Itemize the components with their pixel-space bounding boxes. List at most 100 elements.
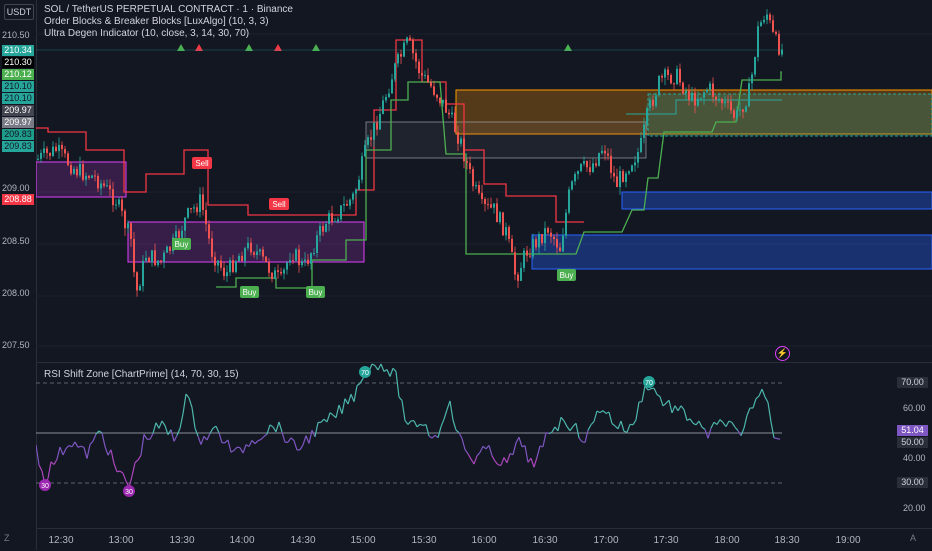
rsi-segment: [696, 421, 699, 425]
rsi-segment: [330, 413, 333, 415]
rsi-segment: [372, 364, 375, 366]
rsi-segment: [759, 389, 762, 396]
rsi-segment: [111, 450, 114, 464]
candle-body: [481, 193, 483, 199]
lightning-icon[interactable]: ⚡: [775, 346, 790, 361]
candle-body: [757, 26, 759, 57]
rsi-segment: [198, 436, 201, 444]
candle-body: [187, 208, 189, 218]
rsi-marker-30: 30: [123, 485, 135, 497]
candle-body: [112, 189, 114, 205]
rsi-segment: [552, 427, 555, 432]
candle-body: [712, 84, 714, 97]
auto-scale-button[interactable]: A: [910, 533, 916, 543]
candle-body: [553, 237, 555, 239]
rsi-segment: [720, 420, 723, 423]
candle-body: [46, 148, 48, 152]
chart-legend[interactable]: SOL / TetherUS PERPETUAL CONTRACT · 1 · …: [44, 4, 293, 40]
rsi-segment: [570, 426, 573, 430]
indicator-order-blocks[interactable]: Order Blocks & Breaker Blocks [LuxAlgo] …: [44, 16, 293, 28]
candle-body: [538, 234, 540, 247]
candle-body: [205, 210, 207, 224]
buy-label[interactable]: Buy: [240, 286, 259, 298]
candle-body: [97, 176, 99, 188]
rsi-segment: [219, 433, 222, 443]
candle-body: [418, 62, 420, 73]
candle-body: [235, 261, 237, 272]
candle-body: [139, 286, 141, 290]
candle-body: [391, 79, 393, 93]
candle-body: [643, 124, 645, 138]
rsi-segment: [489, 445, 492, 455]
rsi-pane[interactable]: 30 30 70 70: [36, 364, 782, 497]
candle-body: [223, 268, 225, 277]
candle-body: [142, 261, 144, 286]
rsi-segment: [96, 431, 99, 434]
rsi-segment: [315, 422, 318, 436]
candle-body: [409, 38, 411, 41]
candle-body: [331, 213, 333, 222]
buy-label[interactable]: Buy: [306, 286, 325, 298]
candle-body: [247, 243, 249, 248]
candle-body: [580, 164, 582, 171]
candle-body: [550, 233, 552, 237]
currency-selector[interactable]: USDT: [4, 4, 34, 20]
candle-body: [79, 164, 81, 175]
pane-divider[interactable]: [36, 362, 932, 363]
candle-body: [67, 153, 69, 165]
price-axis[interactable]: USDT 210.50 209.00 208.50 208.00 207.50 …: [0, 0, 37, 550]
candle-body: [754, 57, 756, 74]
timezone-icon[interactable]: Z: [4, 533, 10, 543]
candle-body: [157, 260, 159, 265]
rsi-segment: [594, 411, 597, 421]
candle-body: [115, 204, 117, 205]
indicator-rsi-shift[interactable]: RSI Shift Zone [ChartPrime] (14, 70, 30,…: [44, 369, 239, 380]
candle-body: [388, 93, 390, 96]
buy-label[interactable]: Buy: [172, 238, 191, 250]
rsi-segment: [381, 364, 384, 372]
candle-body: [637, 152, 639, 162]
svg-text:70: 70: [361, 370, 369, 377]
rsi-segment: [420, 424, 423, 425]
rsi-segment: [123, 473, 126, 481]
candle-body: [559, 248, 561, 252]
rsi-segment: [177, 428, 180, 435]
rsi-segment: [279, 422, 282, 432]
indicator-ultra-degen[interactable]: Ultra Degen Indicator (10, close, 3, 14,…: [44, 28, 293, 40]
symbol-title[interactable]: SOL / TetherUS PERPETUAL CONTRACT · 1 · …: [44, 4, 293, 16]
rsi-segment: [303, 436, 306, 445]
rsi-segment: [354, 386, 357, 402]
candle-body: [526, 251, 528, 256]
rsi-segment: [108, 450, 111, 455]
rsi-chip: 70.00: [897, 377, 928, 388]
rsi-segment: [288, 438, 291, 442]
candle-body: [496, 203, 498, 222]
rsi-segment: [429, 436, 432, 438]
time-axis[interactable]: 12:30 13:00 13:30 14:00 14:30 15:00 15:3…: [36, 528, 932, 551]
sell-label[interactable]: Sell: [192, 157, 212, 169]
rsi-segment: [744, 415, 747, 428]
sell-label[interactable]: Sell: [269, 198, 289, 210]
candle-body: [658, 76, 660, 96]
candle-body: [208, 224, 210, 238]
rsi-segment: [351, 394, 354, 401]
rsi-segment: [642, 386, 645, 402]
candle-body: [334, 221, 336, 222]
rsi-segment: [378, 364, 381, 370]
chart-canvas[interactable]: Sell Sell Buy Buy Buy Buy 30 30: [36, 0, 932, 528]
buy-label[interactable]: Buy: [557, 269, 576, 281]
candle-body: [304, 260, 306, 262]
candle-body: [178, 231, 180, 238]
rsi-segment: [102, 433, 105, 446]
rsi-segment: [504, 457, 507, 462]
candle-body: [430, 82, 432, 86]
rsi-segment: [120, 471, 123, 473]
candle-body: [739, 109, 741, 110]
rsi-segment: [57, 447, 60, 459]
candle-body: [322, 226, 324, 232]
rsi-segment: [699, 421, 702, 427]
candle-body: [667, 69, 669, 74]
candle-body: [781, 50, 783, 55]
rsi-segment: [618, 421, 621, 429]
rsi-segment: [591, 422, 594, 425]
